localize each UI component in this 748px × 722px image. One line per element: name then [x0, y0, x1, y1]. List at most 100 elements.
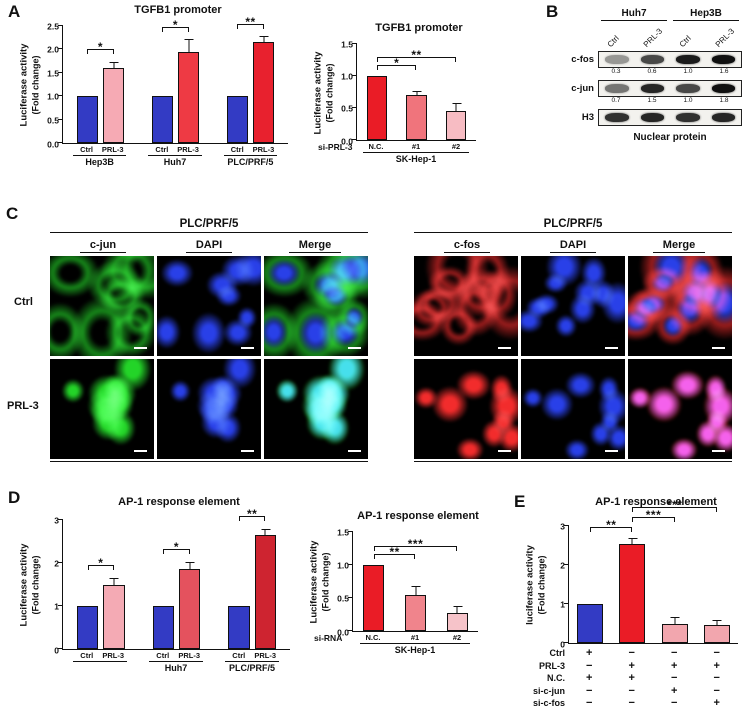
- band-quantification: 0.7 1.5 1.0 1.8: [566, 97, 742, 105]
- y-tick-label: 2: [560, 560, 565, 571]
- sig-label: *: [173, 539, 180, 554]
- chart-ap1-overexpression: AP-1 response element Luciferase activity…: [18, 496, 296, 676]
- y-tick-label: 1: [560, 599, 565, 610]
- chart-body: Luciferase activity (Fold change) 0.0 0.5 1.…: [308, 528, 484, 636]
- sig-bracket: **: [237, 16, 264, 29]
- protein-band: [640, 84, 664, 93]
- lane-label: PRL-3: [714, 26, 737, 49]
- scale-bar: [498, 347, 511, 349]
- bar-n2: [619, 543, 646, 643]
- y-axis-label: luciferase activity (Fold change): [523, 545, 546, 625]
- error-bar: [411, 585, 421, 595]
- condition-value: +: [713, 659, 720, 672]
- scale-bar: [134, 450, 147, 452]
- sig-label: ***: [645, 507, 662, 522]
- y-tick-label: 1: [54, 601, 59, 612]
- plot-area: ** *** ***: [564, 499, 738, 644]
- cell-blob: [431, 385, 469, 423]
- chart-body: Luciferase activity (Fold change) 0.0 0.5 1.…: [311, 40, 482, 145]
- x-axis-labels: N.C. #1 #2 si-PRL-3: [318, 141, 476, 152]
- group-line: [73, 661, 127, 662]
- y-tick-label: 0.5: [341, 103, 353, 114]
- condition-value: −: [586, 659, 593, 672]
- cell-blob: [521, 308, 544, 333]
- cell-blob: [61, 378, 85, 404]
- band-value: 0.7: [611, 97, 621, 104]
- error-bar: [412, 90, 422, 96]
- y-tick-mark: [564, 642, 569, 643]
- y-tick-mark: [58, 71, 63, 73]
- condition-value: +: [671, 659, 678, 672]
- sig-bracket: *: [87, 557, 114, 570]
- x-tick-label: #1: [411, 142, 421, 151]
- blot-footer: Nuclear protein: [633, 132, 707, 143]
- x-tick-label: PRL-3: [102, 651, 125, 660]
- cell-blob: [564, 438, 590, 459]
- cell-blob: [160, 259, 194, 288]
- chart-title: AP-1 response element: [118, 496, 240, 508]
- group-label: PLC/PRF/5: [227, 157, 274, 167]
- y-axis-label: Luciferase activity (Fold change): [17, 43, 40, 127]
- x-tick-label: Ctrl: [232, 651, 246, 660]
- condition-value: +: [586, 672, 593, 685]
- blot-row-H3: H3: [566, 109, 742, 126]
- group-labels: SK-Hep-1: [356, 151, 476, 167]
- column-header-label: DAPI: [185, 239, 233, 253]
- protein-label: c-fos: [571, 54, 594, 65]
- panel-d-label: D: [8, 488, 21, 507]
- x-tick-label: #2: [452, 633, 462, 642]
- y-tick-label: 3: [54, 514, 59, 525]
- protein-band: [605, 84, 629, 93]
- blot-row-c-jun: c-jun: [566, 80, 742, 97]
- cell-blob: [237, 306, 258, 329]
- y-tick-mark: [352, 43, 357, 44]
- blot-row-c-fos: c-fos: [566, 51, 742, 68]
- micrograph-merge-row1: [264, 256, 368, 356]
- column-header-label: c-jun: [79, 239, 127, 253]
- sig-bracket: *: [376, 57, 417, 71]
- panel-c-label: C: [6, 204, 19, 223]
- title-underline: [50, 232, 368, 233]
- cell-blob: [169, 380, 191, 402]
- lane-label: Ctrl: [678, 33, 694, 49]
- scale-bar: [605, 450, 618, 452]
- bar-n4: [703, 625, 730, 643]
- group-labels: SK-Hep-1: [352, 642, 478, 658]
- cell-blob: [456, 268, 507, 318]
- sig-label: ***: [407, 536, 424, 551]
- cell-blob: [669, 437, 698, 459]
- bar-n3: [661, 623, 688, 643]
- bar-Ctrl: [228, 606, 250, 649]
- lane-labels: Ctrl PRL-3 Ctrl PRL-3: [566, 21, 742, 49]
- y-tick-mark: [58, 648, 63, 649]
- x-axis-prefix: si-RNA: [314, 633, 343, 643]
- column-header-label: c-fos: [443, 239, 491, 253]
- condition-row: si-c-jun − − + −: [528, 685, 744, 698]
- blot-strip: [598, 51, 742, 68]
- micrograph-dapi-row1: [157, 256, 261, 356]
- y-tick-label: 1.5: [337, 526, 349, 537]
- x-tick-label: PRL-3: [178, 651, 201, 660]
- chart-body: luciferase activity (Fold change) 0 1 2 3 ** **…: [523, 499, 744, 648]
- x-axis-labels: Ctrl PRL-3 Ctrl PRL-3 Ctrl PRL-3: [62, 144, 288, 154]
- scale-bar: [712, 450, 725, 452]
- condition-row: N.C. + + − −: [528, 672, 744, 685]
- band-quantification: 0.3 0.6 1.0 1.6: [566, 68, 742, 76]
- y-tick-mark: [58, 605, 63, 606]
- sig-label: **: [606, 517, 617, 532]
- y-axis-label: Luciferase activity (Fold change): [311, 51, 334, 134]
- group-label: Huh7: [163, 157, 187, 167]
- cell-blob: [302, 374, 341, 412]
- sig-bracket: ***: [632, 509, 675, 522]
- sig-label: **: [246, 506, 258, 521]
- x-tick-label: Ctrl: [156, 651, 170, 660]
- bar-PRL-3: [178, 569, 201, 649]
- condition-value: −: [713, 647, 720, 660]
- grid-title: PLC/PRF/5: [543, 218, 603, 230]
- condition-value: −: [671, 672, 678, 685]
- error-bar: [453, 605, 463, 614]
- sig-bracket: *: [87, 41, 114, 55]
- bar-#1: [406, 95, 427, 140]
- micrograph-c-fos-row1: [414, 256, 518, 356]
- cell-blob: [98, 275, 145, 316]
